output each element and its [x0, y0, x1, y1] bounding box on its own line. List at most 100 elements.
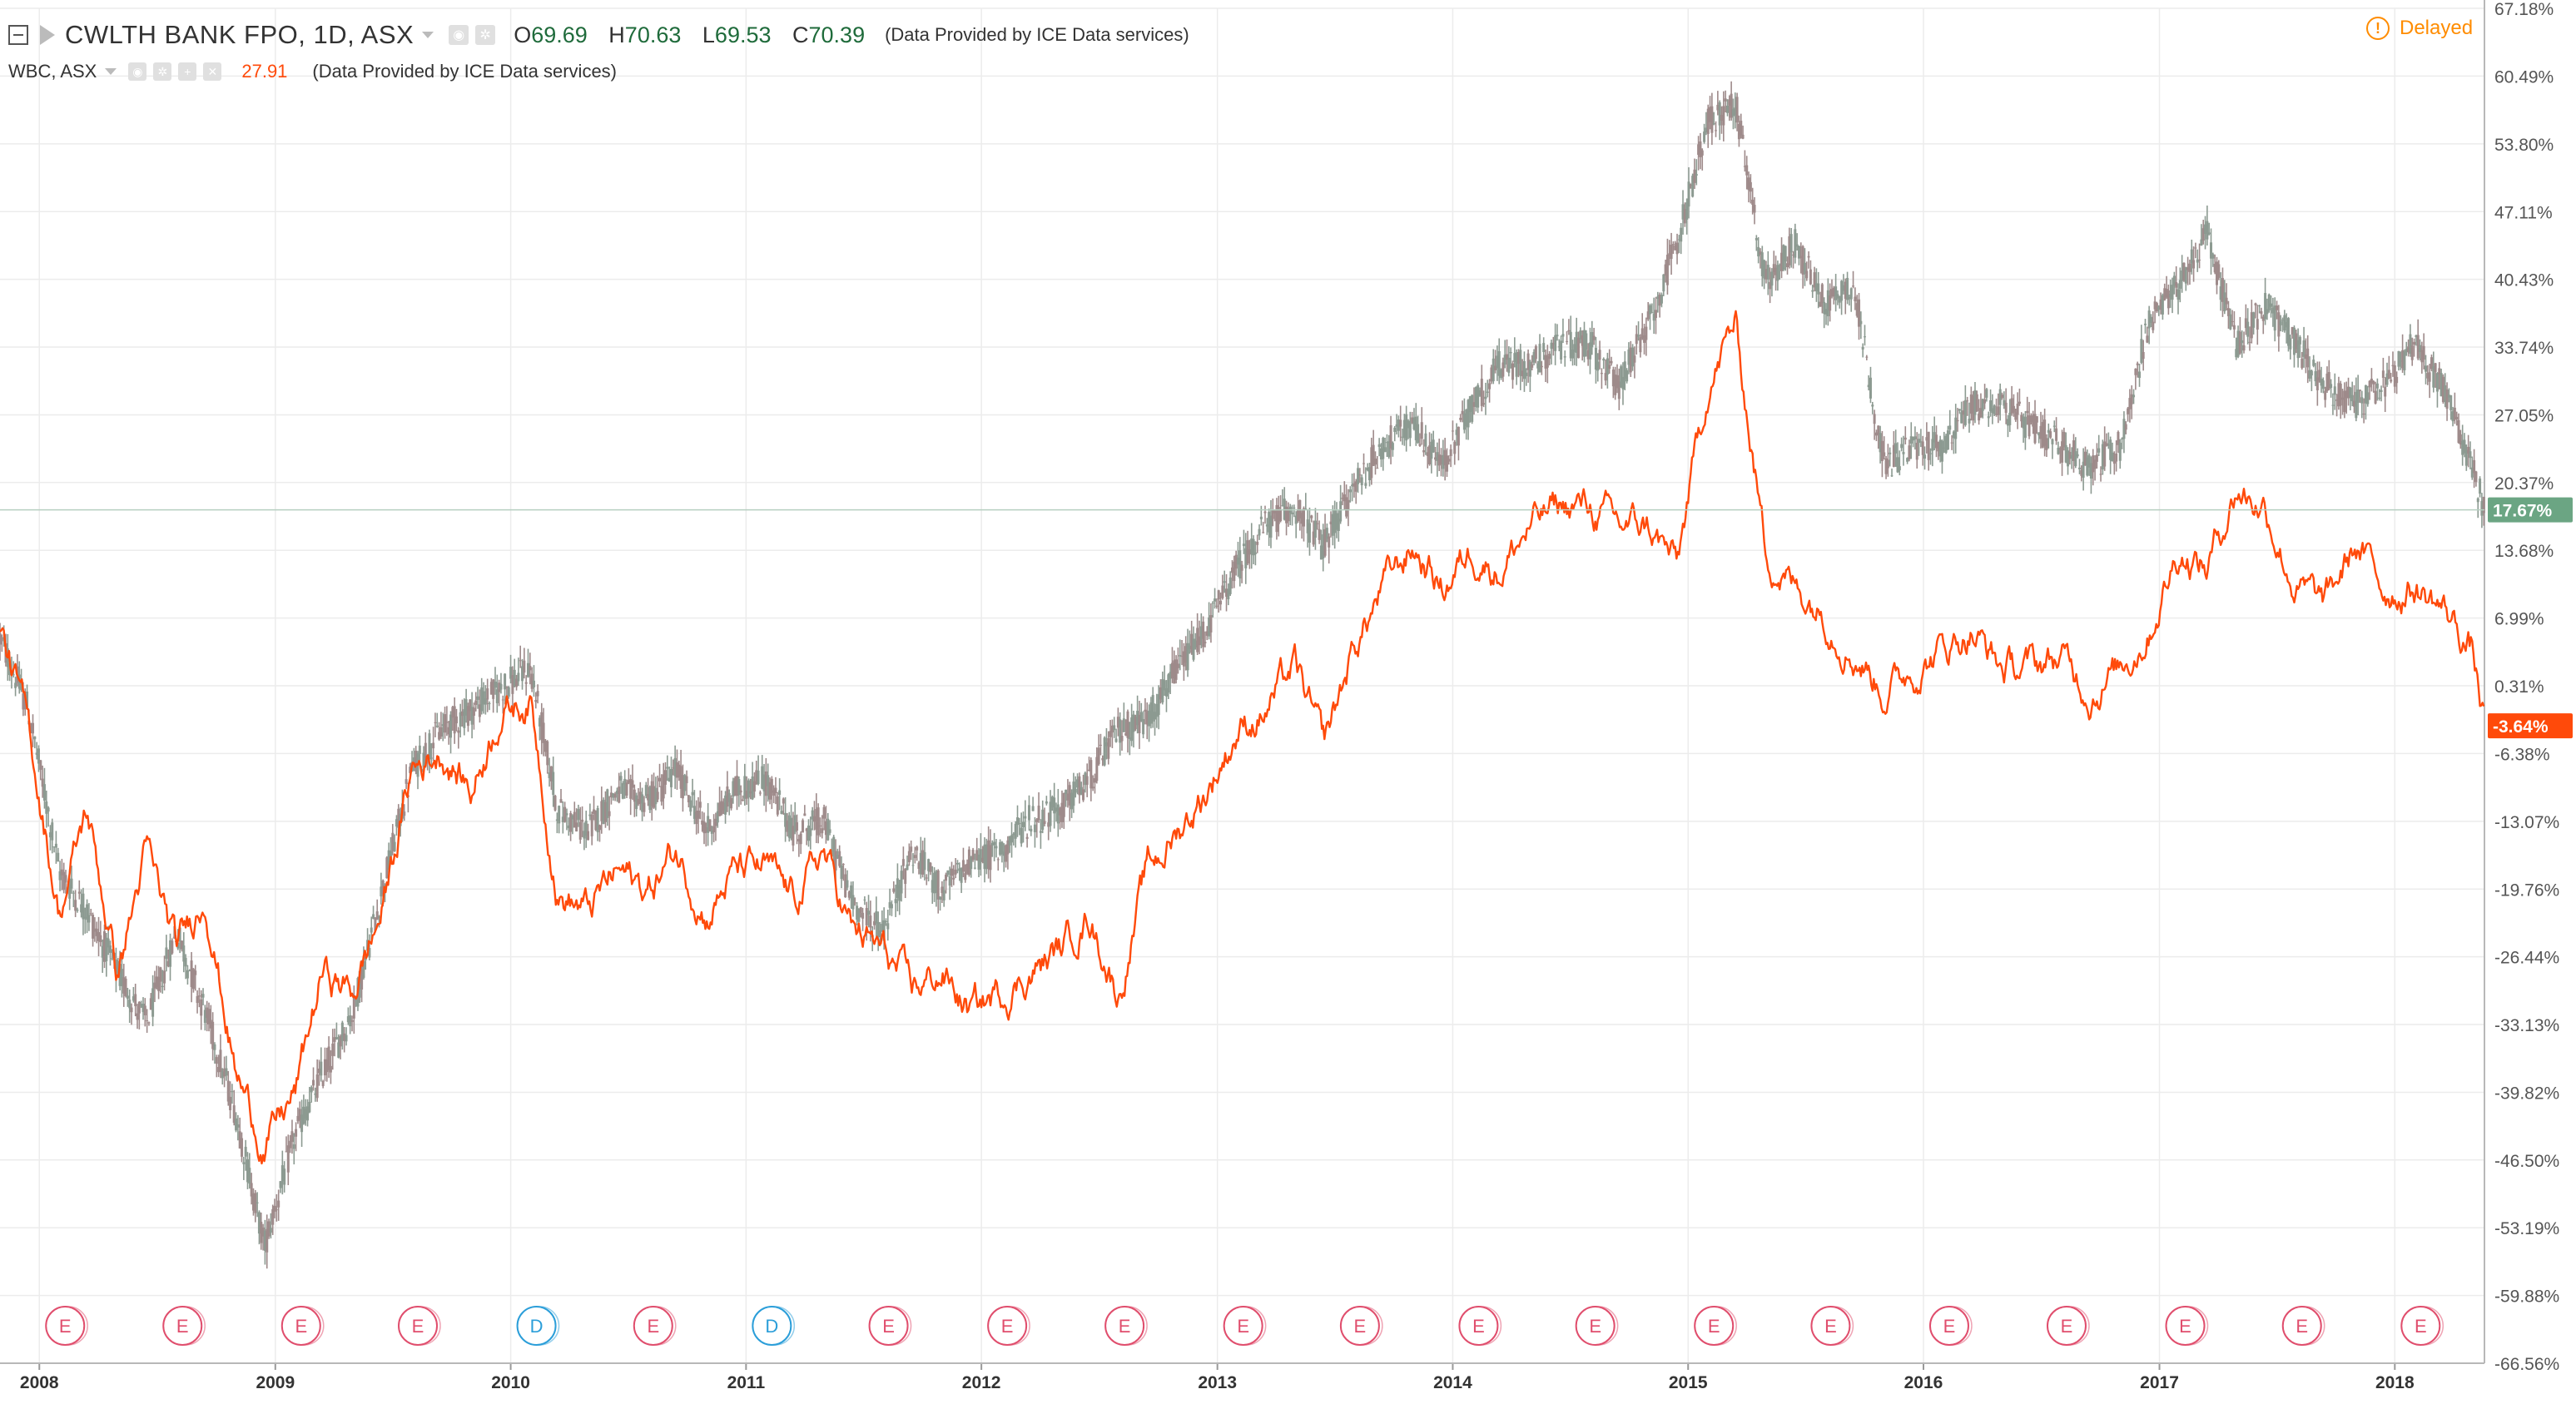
cba-candle-body [1531, 364, 1534, 368]
earnings-marker[interactable]: E [45, 1306, 88, 1346]
cba-candle-body [1780, 252, 1784, 271]
cba-candle-body [1774, 267, 1778, 275]
earnings-marker[interactable]: E [1458, 1306, 1502, 1346]
gear-icon[interactable]: ✲ [153, 62, 172, 81]
cba-candle-body [2146, 335, 2149, 343]
marker-circle [280, 1306, 321, 1346]
y-tick-label: -59.88% [2494, 1287, 2559, 1307]
cba-candle-body [662, 774, 665, 799]
cba-candle-body [2045, 438, 2048, 450]
cba-candle-body [1285, 506, 1288, 523]
dividend-marker[interactable]: D [516, 1306, 560, 1346]
cba-candle-body [1691, 176, 1695, 197]
cba-candle-body [1600, 373, 1603, 375]
cba-candle-body [2345, 390, 2348, 399]
close-icon[interactable]: ✕ [203, 62, 222, 81]
eye-icon[interactable]: ◉ [128, 62, 147, 81]
cba-candle-body [1656, 296, 1660, 300]
cba-candle-body [455, 716, 459, 724]
earnings-marker[interactable]: E [1810, 1306, 1854, 1346]
main-symbol-label[interactable]: CWLTH BANK FPO, 1D, ASX [65, 20, 414, 49]
earnings-marker[interactable]: E [2046, 1306, 2090, 1346]
marker-letter: E [647, 1316, 659, 1337]
cba-candle-body [1633, 355, 1636, 363]
earnings-marker[interactable]: E [398, 1306, 441, 1346]
cba-candle-body [2430, 357, 2433, 370]
cba-candle-body [1501, 362, 1505, 377]
cba-candle-body [432, 742, 435, 749]
cba-candle-body [459, 712, 462, 727]
earnings-marker[interactable]: E [2281, 1306, 2325, 1346]
earnings-marker[interactable]: E [1339, 1306, 1383, 1346]
cba-candle-body [2397, 350, 2400, 367]
cba-candle-body [1221, 585, 1224, 598]
cba-candle-body [89, 913, 92, 915]
gear-icon[interactable]: ✲ [475, 25, 496, 45]
cba-candle-body [333, 1037, 336, 1042]
earnings-marker[interactable]: E [987, 1306, 1030, 1346]
earnings-marker[interactable]: E [1928, 1306, 1973, 1346]
cba-candle-body [689, 800, 692, 812]
cba-candle-body [2062, 431, 2066, 448]
chevron-down-icon[interactable] [105, 68, 117, 75]
cba-candle-body [952, 877, 955, 880]
cba-candle-body [612, 793, 615, 798]
earnings-marker[interactable]: E [2400, 1306, 2444, 1346]
compare-symbol-label[interactable]: WBC, ASX [8, 61, 97, 82]
earnings-marker[interactable]: E [1223, 1306, 1267, 1346]
earnings-marker[interactable]: E [868, 1306, 912, 1346]
cba-candle-body [257, 1212, 261, 1234]
cba-candle-body [923, 851, 926, 871]
cba-candle-body [629, 779, 633, 799]
cba-candle-body [1484, 396, 1487, 399]
delayed-status[interactable]: ! Delayed [2366, 17, 2473, 40]
cba-candle-body [1442, 454, 1445, 469]
cba-candle-body [2039, 425, 2042, 439]
cba-candle-body [1817, 283, 1820, 295]
earnings-marker[interactable]: E [162, 1306, 206, 1346]
cba-candle-body [105, 937, 108, 961]
cba-candle-body [1091, 786, 1094, 789]
cba-candle-body [793, 815, 797, 832]
eye-icon[interactable]: ◉ [449, 25, 469, 45]
earnings-marker[interactable]: E [1104, 1306, 1148, 1346]
collapse-legend-button[interactable] [8, 25, 28, 45]
cba-candle-body [241, 1138, 244, 1157]
close-value: 70.39 [808, 22, 866, 47]
earnings-marker[interactable]: E [633, 1306, 677, 1346]
cba-candle-body [1199, 626, 1203, 639]
cba-candle-body [1170, 662, 1174, 679]
flag-icon[interactable] [40, 25, 55, 45]
cba-candle-body [2370, 378, 2373, 384]
dividend-marker[interactable]: D [752, 1306, 796, 1346]
chevron-down-icon[interactable] [422, 32, 434, 38]
marker-circle [1223, 1306, 1263, 1346]
cba-candle-body [1358, 474, 1362, 476]
cba-candle-body [1892, 444, 1895, 467]
marker-letter: E [2179, 1316, 2191, 1337]
earnings-marker[interactable]: E [280, 1306, 325, 1346]
cba-candle-body [2296, 340, 2300, 359]
plus-icon[interactable]: + [178, 62, 197, 81]
cba-candle-body [2033, 414, 2037, 444]
cba-candle-body [1617, 381, 1621, 399]
marker-circle [868, 1306, 909, 1346]
cba-candle-body [2426, 373, 2430, 379]
cba-candle-body [2134, 368, 2137, 375]
earnings-marker[interactable]: E [2165, 1306, 2209, 1346]
cba-candle-body [1497, 350, 1501, 376]
cba-candle-body [310, 1087, 313, 1093]
earnings-marker[interactable]: E [1694, 1306, 1737, 1346]
cba-candle-body [2001, 394, 2004, 399]
cba-candle-body [1813, 272, 1816, 288]
cba-candle-body [1056, 804, 1060, 824]
cba-candle-body [32, 722, 35, 734]
cba-candle-body [151, 988, 155, 1017]
cba-candle-body [1089, 760, 1093, 789]
cba-candle-body [339, 1036, 342, 1047]
cba-candle-body [1372, 444, 1375, 466]
earnings-marker[interactable]: E [1575, 1306, 1619, 1346]
cba-candle-body [519, 660, 522, 662]
cba-candle-body [280, 1165, 284, 1182]
